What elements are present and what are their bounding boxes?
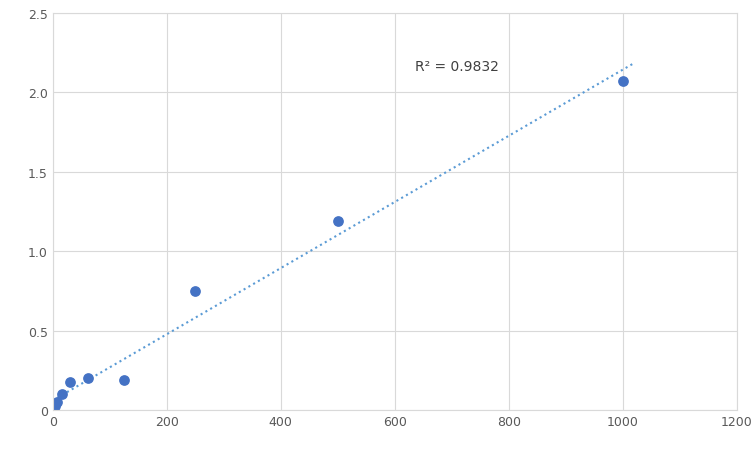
Point [617, 78, 629, 85]
Point [82, 375, 94, 382]
Point [332, 218, 344, 225]
Point [51, 399, 63, 406]
Point [190, 288, 202, 295]
Point [65, 378, 77, 386]
Text: R² = 0.9832: R² = 0.9832 [415, 60, 499, 74]
Point [56, 391, 68, 398]
Point [47, 405, 59, 412]
Point [118, 377, 130, 384]
Point [49, 402, 61, 409]
